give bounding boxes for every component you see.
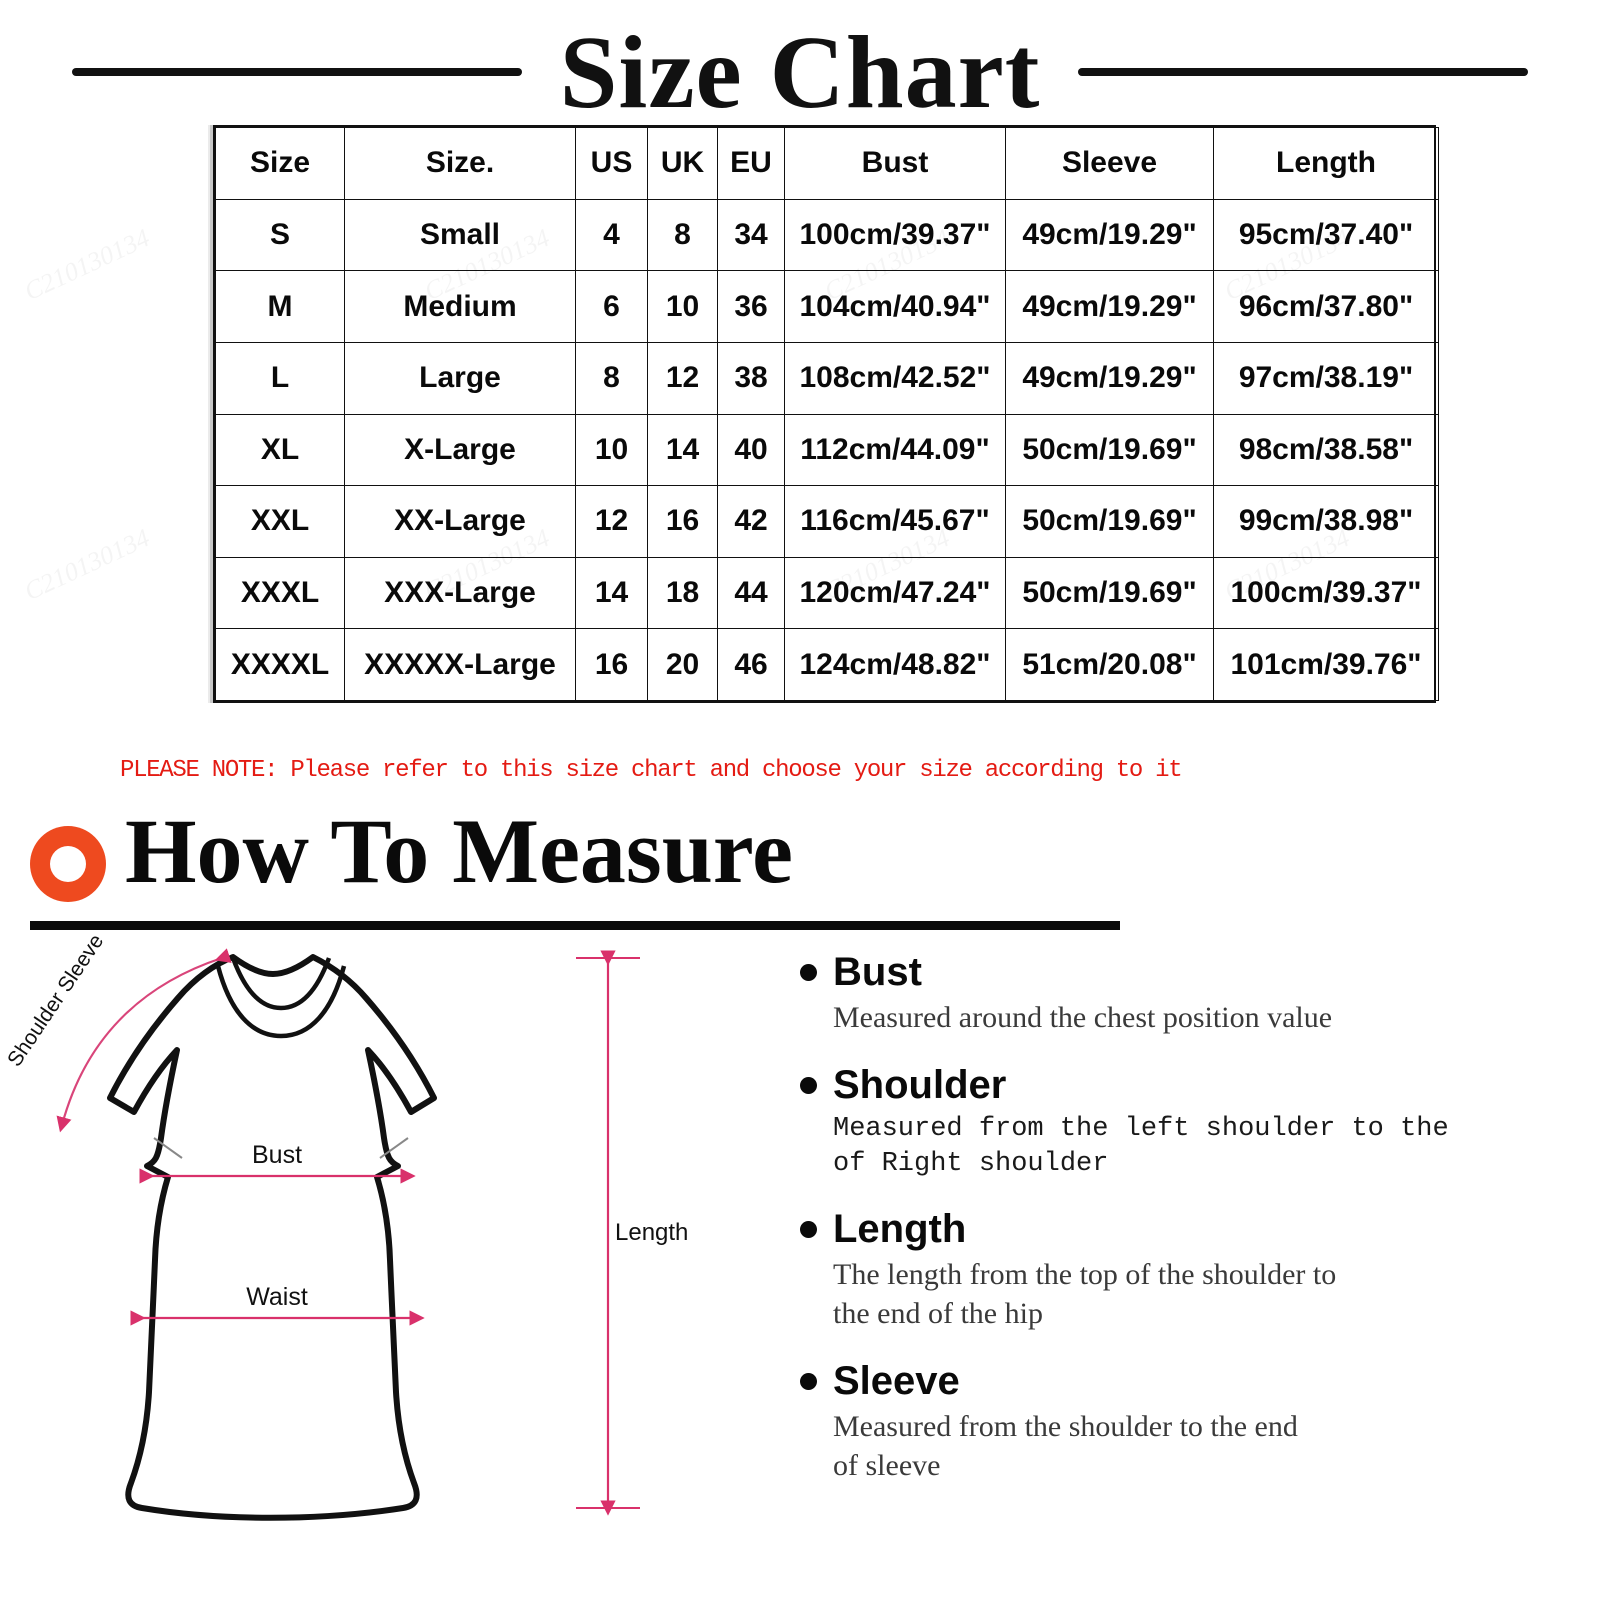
svg-text:Length: Length: [615, 1219, 688, 1246]
svg-text:Shoulder Sleeve: Shoulder Sleeve: [3, 930, 108, 1071]
svg-text:Waist: Waist: [246, 1283, 308, 1311]
svg-text:Bust: Bust: [252, 1141, 302, 1169]
